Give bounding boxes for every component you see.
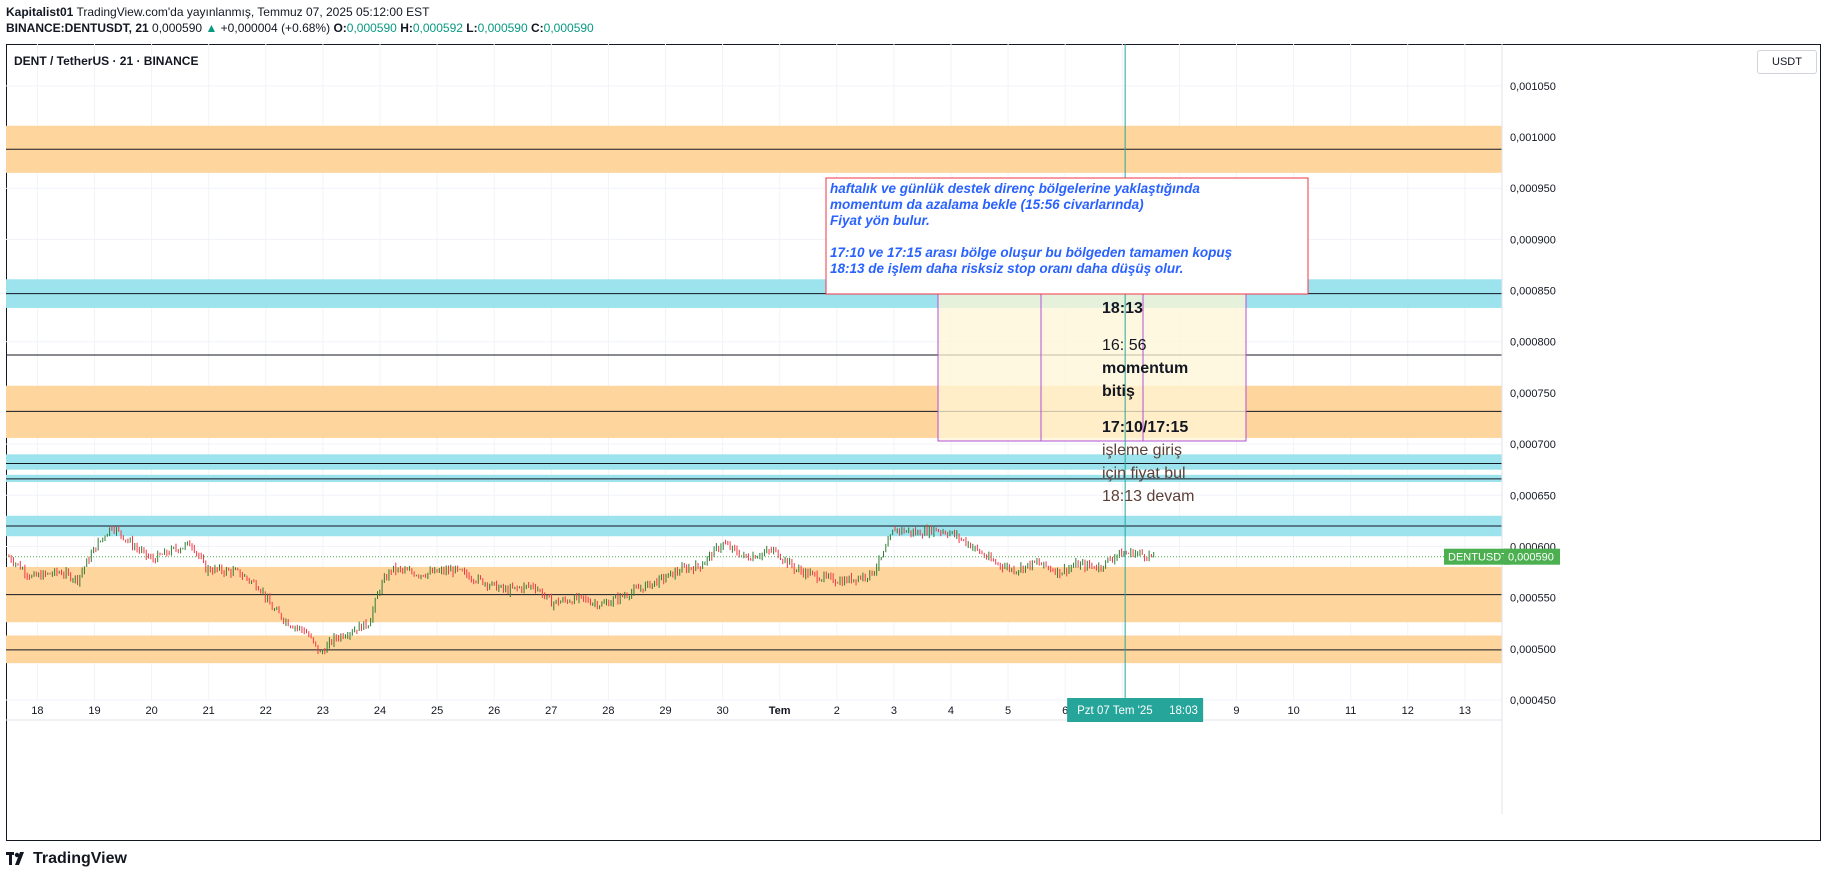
y-tick-label: 0,000550 [1510, 593, 1556, 605]
x-tick-label: 26 [488, 705, 500, 717]
up-arrow-icon: ▲ [205, 21, 218, 35]
candles [8, 524, 1155, 655]
zone-orange [6, 385, 1502, 438]
chart-plot-area[interactable]: haftalık ve günlük destek direnç bölgele… [6, 44, 1752, 814]
note-line-5: 18:13 de işlem daha risksiz stop oranı d… [830, 261, 1183, 276]
note-border [825, 177, 1309, 295]
x-tick-label: 5 [1005, 705, 1011, 717]
open-value: 0,000590 [346, 21, 397, 35]
high-label: H: [400, 21, 413, 35]
x-tick-label: 13 [1459, 705, 1471, 717]
zone-blue [6, 454, 1502, 470]
x-tick-label: 23 [317, 705, 329, 717]
note-line-2: momentum da azalama bekle (15:56 civarla… [830, 197, 1144, 212]
currency-button[interactable]: USDT [1757, 50, 1817, 74]
y-tick-label: 0,000700 [1510, 439, 1556, 451]
tradingview-logo-icon [6, 852, 24, 865]
close-value: 0,000590 [543, 21, 594, 35]
crosshair-time: 18:03 [1169, 705, 1198, 717]
last-price-value: 0,000590 [1508, 552, 1554, 564]
low-value: 0,000590 [477, 21, 528, 35]
footer-logo[interactable]: TradingView [6, 850, 127, 868]
x-tick-label: 22 [260, 705, 272, 717]
box-c-line3: için fiyat bul [1102, 465, 1186, 482]
last-price-symbol: DENTUSDT [1448, 552, 1508, 564]
last-price-badge: DENTUSDT 0,000590 [1444, 548, 1560, 565]
box-c-line2: işleme giriş [1102, 442, 1182, 459]
ohlc-legend: BINANCE:DENTUSDT, 21 0,000590 ▲ +0,00000… [6, 21, 594, 35]
crosshair-date: Pzt 07 Tem '25 [1077, 705, 1153, 717]
symbol-interval: BINANCE:DENTUSDT, 21 [6, 21, 149, 35]
x-tick-label: 28 [602, 705, 614, 717]
price-axis[interactable]: 0,001050 0,001000 0,000950 0,000900 0,000850… [1510, 81, 1556, 707]
x-tick-label: 10 [1287, 705, 1299, 717]
change-value: +0,000004 (+0.68%) [220, 21, 331, 35]
x-tick-label: 4 [948, 705, 954, 717]
publish-info: Kapitalist01 TradingView.com'da yayınlan… [6, 5, 429, 19]
footer-brand: TradingView [33, 850, 127, 867]
x-tick-label: 6 [1062, 705, 1068, 717]
x-tick-label: 18 [31, 705, 43, 717]
x-tick-label: Tem [769, 705, 791, 717]
close-label: C: [531, 21, 544, 35]
y-tick-label: 0,001000 [1510, 132, 1556, 144]
author-name[interactable]: Kapitalist01 [6, 5, 74, 19]
x-tick-label: 12 [1402, 705, 1414, 717]
high-value: 0,000592 [412, 21, 463, 35]
box-a-title: 18:13 [1102, 300, 1143, 317]
zone-blue [6, 474, 1502, 482]
publish-date: TradingView.com'da yayınlanmış, Temmuz 0… [76, 5, 430, 19]
y-tick-label: 0,000750 [1510, 388, 1556, 400]
note-annotation[interactable]: haftalık ve günlük destek direnç bölgele… [825, 177, 1309, 295]
x-tick-label: 25 [431, 705, 443, 717]
x-tick-label: 27 [545, 705, 557, 717]
y-tick-label: 0,000650 [1510, 490, 1556, 502]
pane-title: DENT / TetherUS · 21 · BINANCE [14, 54, 199, 68]
x-tick-label: 2 [834, 705, 840, 717]
open-label: O: [333, 21, 347, 35]
chart-frame [6, 44, 1821, 841]
x-tick-label: 20 [145, 705, 157, 717]
x-tick-label: 19 [88, 705, 100, 717]
x-tick-label: 11 [1345, 705, 1356, 717]
zone-orange [6, 635, 1502, 664]
note-line-3: Fiyat yön bulur. [830, 213, 930, 228]
box-b-line2: momentum [1102, 360, 1188, 377]
x-tick-label: 9 [1233, 705, 1239, 717]
y-tick-label: 0,000500 [1510, 644, 1556, 656]
crosshair-time-label: Pzt 07 Tem '25 18:03 [1067, 698, 1204, 722]
box-b-line3: bitiş [1102, 383, 1135, 400]
x-tick-label: 29 [659, 705, 671, 717]
x-tick-label: 21 [203, 705, 215, 717]
box-labels: 18:13 16: 56 momentum bitiş 17:10/17:15 … [1102, 300, 1195, 505]
y-tick-label: 0,000900 [1510, 234, 1556, 246]
box-b-title: 16: 56 [1102, 337, 1147, 354]
y-tick-label: 0,001050 [1510, 81, 1556, 93]
y-tick-label: 0,000950 [1510, 183, 1556, 195]
y-tick-label: 0,000450 [1510, 695, 1556, 707]
note-line-4: 17:10 ve 17:15 arası bölge oluşur bu böl… [830, 245, 1233, 260]
x-tick-label: 3 [891, 705, 897, 717]
x-tick-label: 30 [716, 705, 728, 717]
x-tick-label: 24 [374, 705, 386, 717]
low-label: L: [466, 21, 478, 35]
box-c-title: 17:10/17:15 [1102, 419, 1188, 436]
y-tick-label: 0,000850 [1510, 286, 1556, 298]
last-value: 0,000590 [152, 21, 203, 35]
note-line-1: haftalık ve günlük destek direnç bölgele… [830, 181, 1200, 196]
y-tick-label: 0,000800 [1510, 337, 1556, 349]
box-c-line4: 18:13 devam [1102, 488, 1195, 505]
